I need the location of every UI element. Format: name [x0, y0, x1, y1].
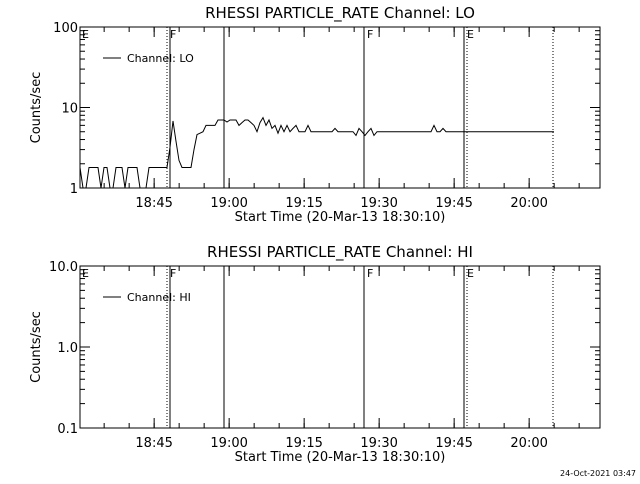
- x-tick-label: 19:30: [360, 196, 397, 211]
- footer-timestamp: 24-Oct-2021 03:47: [560, 469, 636, 478]
- y-tick-label: 10: [61, 102, 78, 117]
- y-tick-label: 100: [53, 21, 78, 36]
- y-tick-label: 1.0: [57, 341, 78, 356]
- y-tick-label: 0.1: [57, 422, 78, 437]
- legend-label: Channel: HI: [127, 291, 191, 304]
- x-tick-label: 18:45: [135, 436, 172, 451]
- y-tick-label: 1: [70, 182, 78, 197]
- y-axis-label: Counts/sec: [29, 311, 44, 383]
- x-tick-label: 18:45: [135, 196, 172, 211]
- flag-label: F: [170, 267, 176, 280]
- x-tick-label: 20:00: [510, 196, 547, 211]
- y-axis-label: Counts/sec: [29, 72, 44, 144]
- x-tick-label: 19:30: [360, 436, 397, 451]
- x-tick-label: 19:00: [210, 436, 247, 451]
- x-axis-label: Start Time (20-Mar-13 18:30:10): [235, 450, 446, 465]
- panel-2: RHESSI PARTICLE_RATE Channel: HI Counts/s…: [29, 243, 601, 465]
- flag-label: F: [170, 28, 176, 41]
- flag-label: E: [82, 267, 89, 280]
- x-tick-label: 19:00: [210, 196, 247, 211]
- x-tick-label: 19:15: [285, 436, 322, 451]
- x-tick-label: 19:45: [435, 436, 472, 451]
- chart-title: RHESSI PARTICLE_RATE Channel: LO: [205, 4, 475, 23]
- flag-label: E: [467, 267, 474, 280]
- series-line: [80, 116, 554, 188]
- y-tick-label: 10.0: [49, 260, 78, 275]
- flag-label: F: [367, 28, 373, 41]
- x-axis-label: Start Time (20-Mar-13 18:30:10): [235, 210, 446, 225]
- flag-label: F: [367, 267, 373, 280]
- x-tick-label: 19:15: [285, 196, 322, 211]
- legend-label: Channel: LO: [127, 52, 194, 65]
- x-tick-label: 20:00: [510, 436, 547, 451]
- flag-label: E: [82, 28, 89, 41]
- flag-label: E: [467, 28, 474, 41]
- chart-title: RHESSI PARTICLE_RATE Channel: HI: [207, 243, 473, 262]
- x-tick-label: 19:45: [435, 196, 472, 211]
- panel-1: RHESSI PARTICLE_RATE Channel: LO Counts/s…: [29, 4, 601, 225]
